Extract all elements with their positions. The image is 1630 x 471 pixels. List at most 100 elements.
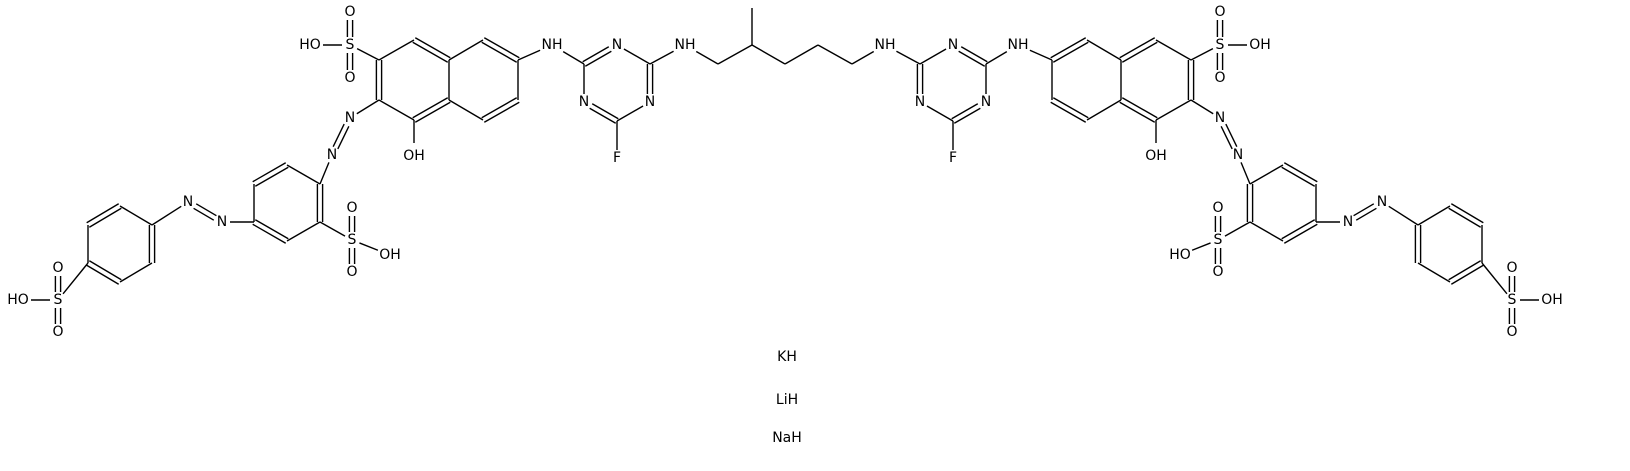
atom-label: S	[1216, 37, 1225, 53]
bond	[1448, 207, 1482, 228]
atom-label: F	[949, 150, 957, 166]
atom-label: HO	[7, 292, 29, 308]
bond	[695, 50, 719, 65]
atom-label: N	[981, 94, 991, 110]
atom-label: N	[579, 94, 589, 110]
bond	[414, 101, 451, 123]
atom-label: O	[52, 260, 63, 276]
atom-label: S	[1214, 232, 1223, 248]
bond	[616, 105, 644, 122]
atom-label: OH	[1541, 292, 1563, 308]
atom-label: HO	[1169, 247, 1191, 263]
atom-label: OH	[1145, 148, 1167, 164]
bond	[562, 51, 585, 65]
bond	[448, 39, 484, 61]
bond	[86, 203, 120, 224]
bond	[623, 48, 651, 65]
bond	[582, 46, 610, 63]
atom-label: N	[948, 37, 958, 53]
bond	[151, 205, 182, 226]
atom-label: N	[1377, 194, 1387, 210]
bond	[591, 103, 619, 120]
atom-label: NH	[1008, 37, 1029, 53]
bond	[193, 207, 215, 221]
bond	[319, 221, 346, 237]
atom-label: O	[1212, 200, 1223, 216]
atom-label: O	[346, 200, 357, 216]
atom-label: O	[52, 324, 63, 340]
bond	[1450, 203, 1484, 224]
bond	[88, 260, 122, 281]
bond	[1086, 99, 1122, 121]
bond	[414, 37, 451, 59]
atom-label: HO	[299, 37, 321, 53]
bond	[817, 44, 853, 65]
atom-label: O	[1506, 260, 1517, 276]
atom-label: OH	[403, 148, 425, 164]
atom-label: NH	[875, 37, 896, 53]
bond	[1155, 39, 1192, 61]
bond	[286, 221, 321, 242]
atom-label: N	[612, 37, 622, 53]
bond	[412, 97, 449, 119]
bond	[1283, 162, 1318, 183]
atom-label: N	[217, 214, 227, 230]
bond	[1121, 97, 1158, 119]
bond	[649, 50, 674, 65]
bond	[378, 99, 415, 121]
bond	[119, 262, 153, 283]
bond	[1240, 162, 1251, 185]
bond	[254, 166, 289, 187]
bond	[1249, 164, 1284, 185]
atom-label: O	[1214, 4, 1225, 20]
counterion: LiH	[776, 392, 798, 408]
atom-label: N	[1233, 147, 1243, 163]
bond	[378, 39, 415, 61]
atom-label: S	[348, 232, 357, 248]
atom-label: S	[1508, 292, 1517, 308]
bond	[1249, 221, 1284, 242]
bond	[337, 126, 350, 150]
atom-label: S	[346, 37, 355, 53]
atom-label: N	[645, 94, 655, 110]
bond	[1190, 48, 1214, 61]
bond	[1052, 41, 1089, 63]
bond	[1121, 41, 1158, 63]
bond	[1050, 101, 1087, 123]
bond	[1220, 126, 1233, 150]
bond	[1448, 260, 1482, 281]
bond	[517, 49, 541, 61]
bond	[1355, 207, 1377, 221]
bond	[717, 44, 753, 65]
bond	[1119, 37, 1156, 59]
bond	[62, 262, 89, 295]
bond	[332, 123, 345, 147]
bond	[483, 101, 520, 123]
bond	[1281, 219, 1316, 240]
bond	[252, 223, 287, 244]
bond	[1281, 166, 1316, 187]
atom-label: O	[1214, 70, 1225, 86]
atom-label: NH	[675, 37, 696, 53]
atom-label: O	[344, 4, 355, 20]
bond	[896, 50, 921, 65]
atom-label: OH	[1249, 37, 1271, 53]
bond	[589, 107, 617, 124]
bond	[1052, 97, 1089, 119]
counterion: NaH	[772, 430, 802, 446]
atom-label: OH	[379, 247, 401, 263]
bond	[483, 37, 520, 59]
bond	[1086, 39, 1122, 61]
atom-label: O	[346, 264, 357, 280]
bond	[1119, 101, 1156, 123]
bond	[481, 41, 518, 63]
bond	[1450, 264, 1484, 285]
bond	[448, 99, 484, 121]
bond	[254, 219, 289, 240]
atom-label: N	[915, 94, 925, 110]
atom-label: N	[345, 110, 355, 126]
bond	[1353, 203, 1375, 217]
atom-label: F	[613, 150, 621, 166]
bond	[951, 103, 979, 120]
